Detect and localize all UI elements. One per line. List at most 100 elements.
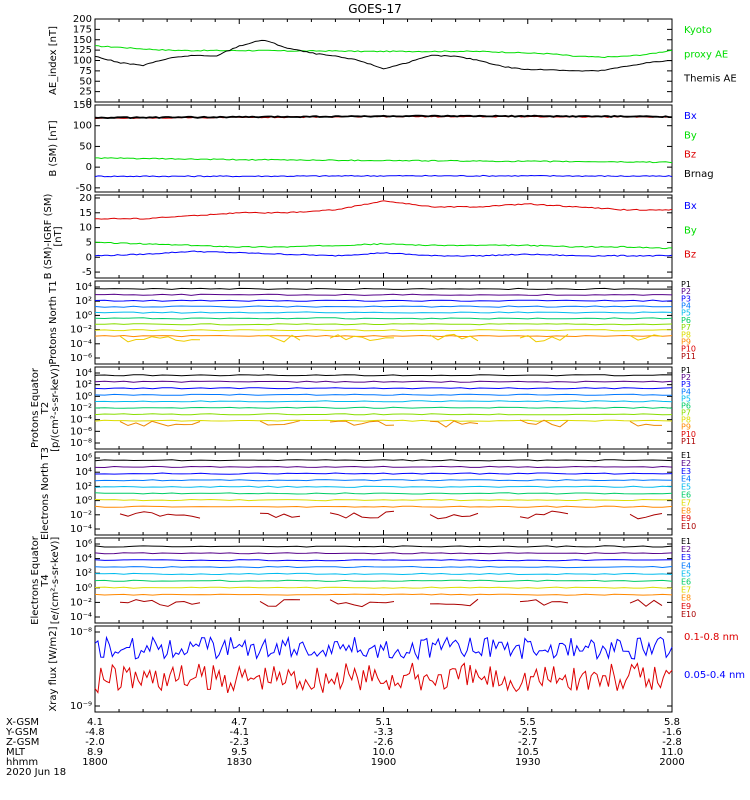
- y-tick-label: 10⁴: [75, 282, 92, 293]
- y-axis-label: B (SM)-IGRF (SM): [43, 194, 54, 280]
- y-tick-label: 10⁻⁴: [70, 415, 92, 426]
- panel-6: Electrons North T3 10⁶ 10⁴ 10² 10⁰ 10⁻² 10⁻⁴ E1…: [40, 447, 696, 540]
- legend-entry: P11: [681, 437, 696, 446]
- legend-entry: P1: [681, 366, 691, 375]
- legend-entry: E9: [681, 514, 691, 523]
- x-tick-label: -4.8: [85, 727, 105, 738]
- x-tick-label: 1900: [371, 757, 396, 768]
- y-tick-label: 10⁻⁶: [70, 353, 92, 364]
- legend-entry: E8: [681, 594, 691, 603]
- panel-1: AE_index [nT]0255075100125150175200Kyoto…: [48, 14, 737, 108]
- y-tick-label: 10⁴: [75, 368, 92, 379]
- panel-2: B (SM) [nT] -50 0 50 100 150 Bx By Bz Brnag: [48, 100, 714, 194]
- legend-entry: E5: [681, 569, 691, 578]
- legend-entry: E10: [681, 522, 696, 531]
- series-line: [629, 599, 663, 607]
- x-tick-label: 5.1: [376, 717, 392, 728]
- legend-entry: E4: [681, 561, 691, 570]
- legend-entry: Bz: [684, 250, 696, 261]
- x-tick-label: -3.3: [374, 727, 394, 738]
- y-tick-label: 0: [86, 252, 92, 263]
- y-tick-label: 0: [86, 162, 92, 173]
- legend-entry: P8: [681, 330, 691, 339]
- panel-3: B (SM)-IGRF (SM) [nT] -5 0 5 10 15 20 Bx By Bz: [43, 193, 697, 279]
- y-tick-label: 10⁻⁸: [70, 438, 92, 449]
- y-tick-label: 20: [79, 193, 92, 204]
- series-line: [519, 419, 569, 428]
- series-line: [519, 333, 569, 343]
- legend-entry: P5: [681, 309, 691, 318]
- legend-entry: P2: [681, 287, 691, 296]
- y-tick-label: 0: [86, 97, 92, 108]
- y-axis-label: [p/(cm²-s-sr-keV)]: [50, 364, 61, 452]
- legend-entry: Themis AE: [683, 74, 737, 85]
- series-line: [95, 157, 673, 164]
- y-tick-label: 10⁰: [75, 496, 92, 507]
- y-tick-label: 150: [73, 35, 92, 46]
- series-line: [519, 510, 569, 519]
- y-axis-label: Electrons Equator: [30, 535, 41, 625]
- legend-entry: E8: [681, 506, 691, 515]
- date-label: 2020 Jun 18: [6, 767, 66, 778]
- panel-frame: [94, 280, 673, 365]
- legend-entry: E1: [681, 537, 691, 546]
- y-tick-label: 15: [79, 208, 92, 219]
- series-line: [94, 299, 673, 302]
- x-row-label: Z-GSM: [6, 737, 39, 748]
- series-line: [329, 599, 395, 608]
- legend-entry: Bz: [684, 150, 696, 161]
- series-line: [94, 241, 672, 250]
- legend-entry: P7: [681, 409, 691, 418]
- series-line: [94, 498, 673, 502]
- y-tick-label: 50: [79, 76, 92, 87]
- series-line: [259, 512, 301, 518]
- series-line: [94, 323, 673, 326]
- y-axis-label: Electrons North T3: [40, 447, 51, 540]
- series-line: [94, 45, 673, 59]
- x-tick-label: 9.5: [231, 747, 247, 758]
- series-line: [119, 511, 201, 519]
- panel-4: Protons North T1 10⁴10²10⁰10⁻²10⁻⁴10⁻⁶P1P…: [48, 280, 696, 365]
- series-line: [94, 479, 673, 482]
- x-tick-label: 11.0: [661, 747, 683, 758]
- y-tick-label: 10⁰: [75, 310, 92, 321]
- legend-entry: P8: [681, 416, 691, 425]
- legend-entry: P1: [681, 280, 691, 289]
- y-axis-label: Xray flux [W/m2]: [48, 626, 59, 711]
- x-tick-label: 1800: [82, 757, 107, 768]
- legend-entry: P2: [681, 373, 691, 382]
- series-line: [94, 419, 673, 422]
- legend-entry: P10: [681, 430, 696, 439]
- legend-entry: E3: [681, 553, 691, 562]
- legend-entry: P9: [681, 423, 691, 432]
- series-line: [629, 334, 663, 341]
- series-line: [94, 200, 673, 220]
- y-tick-label: 10⁰: [75, 391, 92, 402]
- series-line: [94, 552, 673, 555]
- x-row-label: hhmm: [6, 757, 38, 768]
- series-line: [94, 287, 672, 291]
- legend-entry: P6: [681, 401, 691, 410]
- legend-entry: Brnag: [684, 169, 714, 180]
- series-line: [429, 512, 479, 520]
- series-line: [94, 492, 673, 495]
- legend-entry: E3: [681, 467, 691, 476]
- plot-title: GOES-17: [348, 2, 402, 16]
- series-line: [329, 510, 395, 519]
- y-axis-label: [e/(cm²-s-sr-keV)]: [50, 537, 61, 625]
- y-tick-label: 10⁻²: [70, 510, 92, 521]
- series-line: [94, 545, 673, 548]
- series-line: [94, 465, 673, 469]
- y-tick-label: 100: [73, 56, 92, 67]
- panels: AE_index [nT]0255075100125150175200Kyoto…: [30, 14, 745, 713]
- y-tick-label: 10²: [75, 568, 92, 579]
- x-tick-label: -2.8: [662, 737, 682, 748]
- legend-entry: Bx: [684, 111, 697, 122]
- x-tick-label: -2.3: [229, 737, 249, 748]
- legend-entry: By: [684, 225, 697, 236]
- series-line: [94, 380, 673, 383]
- y-tick-label: 25: [79, 87, 92, 98]
- legend-entry: E6: [681, 491, 691, 500]
- series-line: [94, 662, 673, 694]
